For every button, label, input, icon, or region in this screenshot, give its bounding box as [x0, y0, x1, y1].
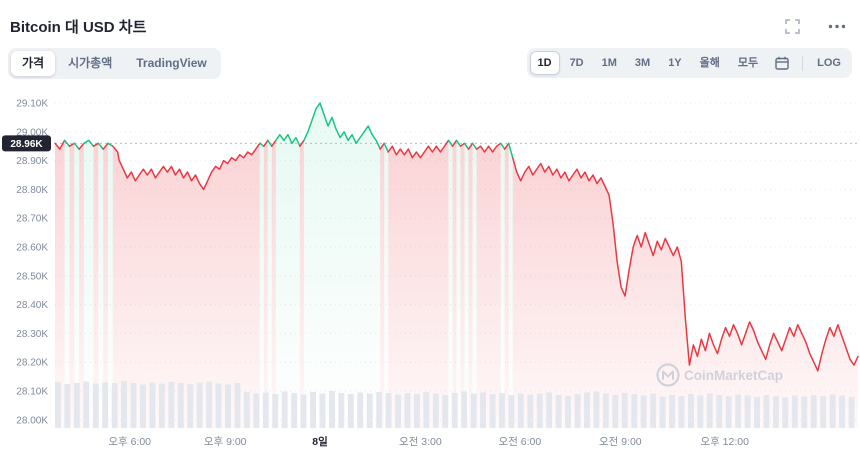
svg-text:오후 6:00: 오후 6:00 [108, 436, 151, 448]
svg-text:28.96K: 28.96K [10, 139, 43, 150]
price-chart[interactable]: 29.10K 29.00K 28.90K 28.80K 28.70K 28.60K 28.5… [0, 88, 860, 455]
svg-text:29.10K: 29.10K [16, 99, 48, 110]
log-scale-button[interactable]: LOG [809, 51, 849, 75]
svg-text:28.30K: 28.30K [16, 329, 48, 340]
svg-text:29.00K: 29.00K [16, 127, 48, 138]
svg-text:오후 9:00: 오후 9:00 [204, 436, 247, 448]
page-title: Bitcoin 대 USD 차트 [10, 18, 147, 36]
fullscreen-icon[interactable] [785, 18, 800, 34]
y-axis-labels: 29.10K 29.00K 28.90K 28.80K 28.70K 28.60K 28.5… [16, 99, 48, 427]
header-actions [785, 18, 846, 34]
svg-text:오후 12:00: 오후 12:00 [700, 436, 749, 448]
tab-marketcap[interactable]: 시가총액 [57, 51, 123, 76]
price-fill [55, 103, 858, 429]
svg-text:28.20K: 28.20K [16, 358, 48, 369]
range-3m[interactable]: 3M [627, 51, 658, 75]
svg-text:28.40K: 28.40K [16, 300, 48, 311]
range-1d[interactable]: 1D [529, 51, 560, 76]
coinmarketcap-watermark: CoinMarketCap [656, 363, 783, 387]
svg-text:28.00K: 28.00K [16, 415, 48, 426]
tab-price[interactable]: 가격 [11, 51, 56, 77]
range-ytd[interactable]: 올해 [692, 51, 728, 75]
svg-text:28.50K: 28.50K [16, 271, 48, 282]
range-1m[interactable]: 1M [594, 51, 625, 75]
chart-type-tabs: 가격 시가총액 TradingView [8, 48, 221, 80]
svg-text:28.70K: 28.70K [16, 214, 48, 225]
chart-toolbar: 가격 시가총액 TradingView 1D 7D 1M 3M 1Y 올해 모두… [8, 48, 852, 80]
calendar-icon[interactable] [768, 52, 796, 74]
svg-text:오전 9:00: 오전 9:00 [599, 436, 642, 448]
current-price-badge: 28.96K [2, 135, 51, 152]
toolbar-divider [802, 55, 804, 71]
svg-text:28.90K: 28.90K [16, 156, 48, 167]
range-7d[interactable]: 7D [562, 51, 592, 75]
svg-text:28.60K: 28.60K [16, 243, 48, 254]
svg-text:28.10K: 28.10K [16, 387, 48, 398]
svg-text:28.80K: 28.80K [16, 185, 48, 196]
volume-bars [55, 381, 855, 428]
x-axis-labels: 오후 6:00 오후 9:00 8일 오전 3:00 오전 6:00 오전 9:00 오후 … [108, 435, 749, 448]
chart-header: Bitcoin 대 USD 차트 [0, 0, 860, 40]
range-1y[interactable]: 1Y [660, 51, 689, 75]
svg-text:오전 3:00: 오전 3:00 [399, 436, 442, 448]
range-controls: 1D 7D 1M 3M 1Y 올해 모두 LOG [526, 48, 852, 79]
range-all[interactable]: 모두 [730, 51, 766, 75]
price-line [54, 102, 859, 372]
more-options-icon[interactable] [828, 24, 846, 29]
svg-text:오전 6:00: 오전 6:00 [499, 436, 542, 448]
svg-text:CoinMarketCap: CoinMarketCap [684, 368, 783, 383]
svg-text:8일: 8일 [312, 435, 328, 448]
tab-tradingview[interactable]: TradingView [125, 51, 217, 76]
